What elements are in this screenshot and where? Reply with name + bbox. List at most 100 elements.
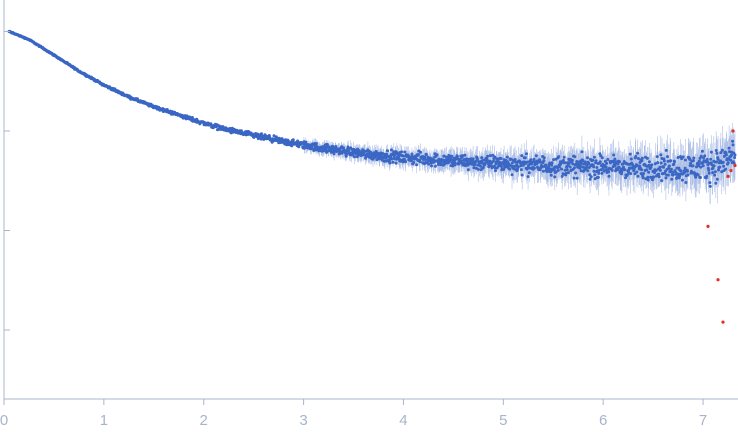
x-tick-label: 2: [200, 412, 208, 429]
data-point: [592, 165, 596, 169]
data-point: [712, 164, 716, 168]
data-point: [667, 164, 671, 168]
data-point: [476, 167, 480, 171]
data-point: [345, 152, 349, 156]
data-point: [579, 169, 583, 173]
data-point: [649, 165, 653, 169]
data-point: [588, 173, 592, 177]
data-point: [700, 149, 704, 153]
data-point: [646, 175, 650, 179]
data-point: [403, 150, 407, 154]
data-point: [729, 158, 733, 162]
x-tick-label: 6: [599, 412, 607, 429]
data-point: [711, 171, 715, 175]
data-point: [699, 165, 703, 169]
data-point: [715, 177, 719, 181]
data-point: [647, 170, 651, 174]
data-point: [733, 153, 737, 157]
data-point: [513, 158, 517, 161]
data-point: [541, 169, 545, 173]
data-point: [552, 158, 556, 162]
data-point: [519, 168, 523, 172]
data-point: [423, 157, 427, 161]
data-point: [620, 172, 623, 176]
data-point: [527, 171, 531, 175]
data-point: [560, 174, 564, 178]
data-point: [388, 161, 392, 165]
data-point: [570, 158, 574, 162]
data-point: [688, 157, 692, 161]
data-point: [629, 157, 633, 161]
data-point: [596, 175, 600, 179]
data-point: [718, 165, 722, 169]
data-point: [717, 168, 720, 172]
data-point: [424, 153, 428, 157]
data-point: [617, 165, 621, 169]
data-point: [553, 175, 557, 179]
data-point: [501, 162, 505, 166]
data-point: [731, 143, 735, 147]
data-point: [272, 134, 276, 138]
data-point: [699, 176, 702, 179]
data-point: [572, 176, 576, 180]
excluded-point: [729, 169, 733, 173]
data-point: [731, 139, 735, 143]
data-point: [676, 156, 680, 159]
excluded-point: [716, 278, 720, 282]
data-point: [499, 157, 503, 160]
data-point: [605, 161, 609, 165]
data-point: [624, 176, 627, 180]
data-point: [593, 173, 597, 177]
data-point: [557, 155, 561, 159]
data-point: [604, 165, 608, 169]
data-point: [394, 161, 398, 165]
data-point: [353, 155, 356, 159]
data-point: [362, 153, 366, 156]
data-point: [516, 167, 519, 171]
data-point: [709, 157, 713, 161]
data-point: [572, 166, 576, 170]
data-point: [671, 171, 675, 174]
data-point: [600, 171, 604, 175]
x-tick-label: 1: [100, 412, 108, 429]
data-point: [706, 160, 709, 164]
data-point: [580, 150, 584, 154]
data-point: [494, 169, 497, 173]
data-point: [515, 163, 519, 167]
data-point: [415, 163, 419, 167]
data-point: [588, 177, 592, 181]
data-point: [616, 162, 620, 166]
data-point: [658, 168, 662, 172]
data-point: [612, 153, 616, 157]
data-point: [291, 138, 295, 142]
data-point: [493, 155, 497, 159]
data-point: [486, 154, 490, 158]
data-point: [402, 154, 406, 158]
data-point: [592, 169, 596, 173]
data-point: [692, 156, 696, 160]
data-point: [689, 161, 693, 165]
data-point: [455, 155, 459, 159]
data-point: [696, 173, 700, 177]
data-point: [290, 144, 294, 148]
data-point: [662, 159, 666, 163]
data-point: [662, 165, 665, 169]
data-point: [598, 160, 602, 164]
data-point: [629, 172, 633, 176]
data-point: [727, 146, 731, 150]
data-point: [558, 165, 561, 169]
data-point: [509, 157, 513, 161]
data-point: [640, 156, 644, 160]
data-point: [563, 168, 567, 172]
data-point: [721, 160, 725, 164]
data-point: [383, 159, 387, 163]
data-point: [355, 149, 358, 153]
data-point: [435, 153, 439, 157]
data-point: [540, 165, 544, 169]
data-point: [550, 163, 554, 167]
data-point: [719, 151, 723, 155]
data-point: [613, 164, 617, 168]
data-point: [616, 168, 620, 172]
data-point: [697, 159, 701, 163]
